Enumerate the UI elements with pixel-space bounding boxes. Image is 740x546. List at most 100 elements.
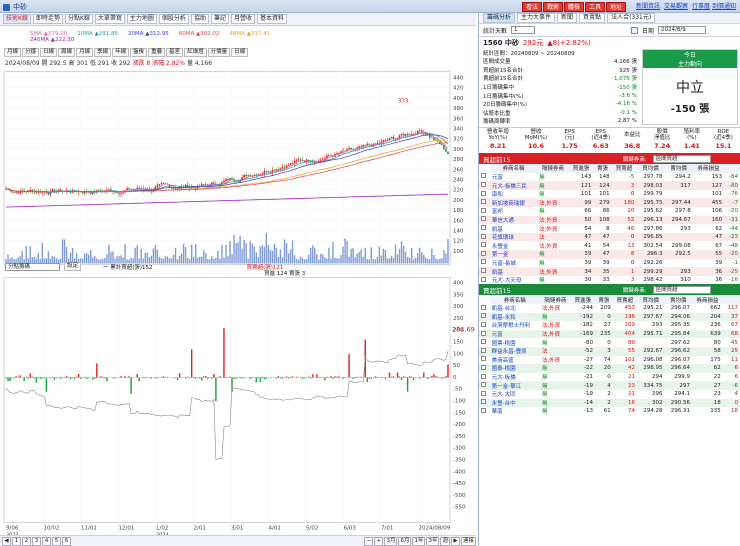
- checkbox-icon[interactable]: [481, 373, 486, 379]
- checkbox-icon[interactable]: [481, 390, 486, 396]
- row-checkbox[interactable]: [479, 276, 490, 285]
- row-checkbox[interactable]: [479, 250, 490, 259]
- period-btn-10[interactable]: 紅綠燈: [184, 48, 207, 57]
- top-button-5[interactable]: 地址: [606, 2, 627, 12]
- top-button-4[interactable]: 工具: [585, 2, 606, 12]
- table-row[interactable]: 新加坡商瑞銀 法,外資 99 279 180 295.75 297.44 455 -7: [479, 198, 740, 208]
- table-row[interactable]: 台灣摩根士丹利 法,外資 -182 27 209 293 295.35 236 67: [479, 321, 740, 330]
- checkbox-icon[interactable]: [481, 233, 486, 239]
- checkbox-icon[interactable]: [481, 407, 486, 413]
- checkbox-icon[interactable]: [481, 321, 486, 327]
- column-header[interactable]: 買賣超: [612, 295, 637, 304]
- period-btn-5[interactable]: 季線: [94, 48, 112, 57]
- days-select[interactable]: 1: [511, 26, 536, 34]
- checkbox-icon[interactable]: [481, 259, 486, 265]
- table-row[interactable]: 凱基-永和無 -192 0 196 297.67 294.06 204 37: [479, 312, 740, 322]
- row-checkbox[interactable]: [479, 267, 490, 276]
- tab-help[interactable]: 協助: [190, 14, 209, 24]
- table-row[interactable]: 凱基-台北 法,外資 -244 209 453 295.21 296.07 662 117: [479, 304, 740, 313]
- checkbox-icon[interactable]: [481, 313, 486, 319]
- checkbox-icon[interactable]: [481, 364, 486, 370]
- row-checkbox[interactable]: [479, 338, 490, 347]
- row-checkbox[interactable]: [479, 207, 490, 216]
- period-btn-8[interactable]: 重疊: [148, 48, 166, 57]
- top-button-3[interactable]: 體檢: [564, 2, 585, 12]
- checkbox-icon[interactable]: [481, 250, 486, 256]
- column-header[interactable]: 賣均價: [664, 295, 692, 304]
- calendar-link[interactable]: 行事曆: [692, 3, 711, 10]
- row-checkbox[interactable]: [479, 215, 490, 225]
- checkbox-icon[interactable]: [481, 276, 486, 282]
- table-row[interactable]: 永豐金 法,外資 41 54 13 302.54 299.08 67 -48: [479, 241, 740, 250]
- calendar-icon[interactable]: [631, 26, 639, 34]
- table-row[interactable]: 元大-板橋三民無 121 124 3 298.03 317 127 -80: [479, 181, 740, 190]
- table-row[interactable]: 永豐-台中無 -14 2 16 302 290.56 18 0: [479, 398, 740, 408]
- tab-institutional[interactable]: 法人合(331元): [607, 13, 656, 23]
- period-btn-6[interactable]: 年線: [112, 48, 130, 57]
- news-link[interactable]: 新聞資訊: [636, 3, 661, 10]
- next-page-icon[interactable]: ▶: [450, 536, 460, 546]
- tab-intraday[interactable]: 即時走勢: [32, 14, 63, 24]
- page-1[interactable]: 1: [12, 536, 21, 546]
- table-row[interactable]: 元大-大天母無 30 33 3 298.42 310 36 -16: [479, 276, 740, 285]
- period-btn-9[interactable]: 基差: [166, 48, 184, 57]
- period-btn-0[interactable]: 月線: [4, 48, 22, 57]
- period-btn-3[interactable]: 周線: [58, 48, 76, 57]
- indicator-settings-button[interactable]: 設定: [64, 262, 82, 271]
- column-header[interactable]: 賣張: [594, 295, 613, 304]
- zoom-in-icon[interactable]: +: [374, 536, 384, 546]
- checkbox-icon[interactable]: [481, 347, 486, 353]
- tab-events[interactable]: 主力大事件: [517, 13, 556, 23]
- tab-stock-analysis[interactable]: 個股分析: [158, 14, 189, 24]
- table-row[interactable]: 元大-大同 無 -19 2 21 296 294.1 23 4: [479, 390, 740, 399]
- table-row[interactable]: 元大-板橋 無 -21 0 21 294 299.9 22 6: [479, 373, 740, 382]
- table-row[interactable]: 國泰-桃園無 -22 20 42 298.95 296.64 62 6: [479, 364, 740, 373]
- tab-notes[interactable]: 筆記: [210, 14, 229, 24]
- tab-basic-info[interactable]: 基本資料: [256, 14, 287, 24]
- tab-bigorder[interactable]: 大單帶寫: [94, 14, 125, 24]
- trade-link[interactable]: 交易觀察: [664, 3, 689, 10]
- row-checkbox[interactable]: [479, 190, 490, 199]
- row-checkbox[interactable]: [479, 224, 490, 233]
- table-row[interactable]: 元富 法,外資 -169 235 404 295.71 295.84 639 68: [479, 329, 740, 339]
- page-6[interactable]: 6: [62, 536, 71, 546]
- range-2[interactable]: 1年: [412, 536, 426, 546]
- range-0[interactable]: 3月: [384, 536, 398, 546]
- period-btn-2[interactable]: 日線: [40, 48, 58, 57]
- period-btn-1[interactable]: 分鐘: [22, 48, 40, 57]
- table-row[interactable]: 凱基 法,外資 54 8 46 297.86 293 62 -44: [479, 224, 740, 233]
- row-checkbox[interactable]: [479, 304, 490, 313]
- tab-monthly-revenue[interactable]: 月營收: [230, 14, 255, 24]
- checkbox-icon[interactable]: [481, 207, 486, 213]
- table-row[interactable]: 華信大通 法,外資 50 108 52 296.13 294.67 160 -31: [479, 215, 740, 225]
- column-header[interactable]: 券商名稱: [489, 295, 540, 304]
- zoom-out-icon[interactable]: −: [364, 536, 374, 546]
- tab-signals[interactable]: 買賣點: [579, 13, 606, 23]
- row-checkbox[interactable]: [479, 381, 490, 390]
- column-header[interactable]: 買均價: [637, 295, 665, 304]
- alert-link[interactable]: 到價通知: [712, 3, 737, 10]
- row-checkbox[interactable]: [479, 329, 490, 339]
- table-row[interactable]: 美商高盛 法,外資 -27 74 101 296.08 296.07 175 11: [479, 356, 740, 365]
- row-checkbox[interactable]: [479, 259, 490, 268]
- table-row[interactable]: 富邦 無 66 86 20 295.62 297.8 106 -20: [479, 207, 740, 216]
- page-4[interactable]: 4: [42, 536, 51, 546]
- checkbox-icon[interactable]: [481, 382, 486, 388]
- tab-mainforce-map[interactable]: 主力地圖: [126, 14, 157, 24]
- goto-button[interactable]: 連接: [460, 536, 476, 546]
- row-checkbox[interactable]: [479, 181, 490, 190]
- row-checkbox[interactable]: [479, 173, 490, 182]
- checkbox-icon[interactable]: [481, 173, 486, 179]
- table-row[interactable]: 元富 無 143 148 -5 297.78 294.2 153 -84: [479, 173, 740, 182]
- table-row[interactable]: 華南 無 -13 61 74 294.28 296.31 135 18: [479, 407, 740, 416]
- period-btn-12[interactable]: 日線: [231, 48, 249, 57]
- column-header[interactable]: 買賣超: [611, 164, 637, 173]
- row-checkbox[interactable]: [479, 364, 490, 373]
- period-btn-7[interactable]: 盤後: [130, 48, 148, 57]
- table-row[interactable]: 國票-桃園 無 -80 0 80 297.62 80 45: [479, 338, 740, 347]
- column-header[interactable]: 券商名稱: [489, 164, 538, 173]
- top-button-2[interactable]: 戰術: [543, 2, 564, 12]
- table-row[interactable]: 群益永昌-豐原法 -52 3 55 292.67 296.62 58 25: [479, 346, 740, 356]
- page-3[interactable]: 3: [32, 536, 41, 546]
- period-btn-4[interactable]: 月線: [76, 48, 94, 57]
